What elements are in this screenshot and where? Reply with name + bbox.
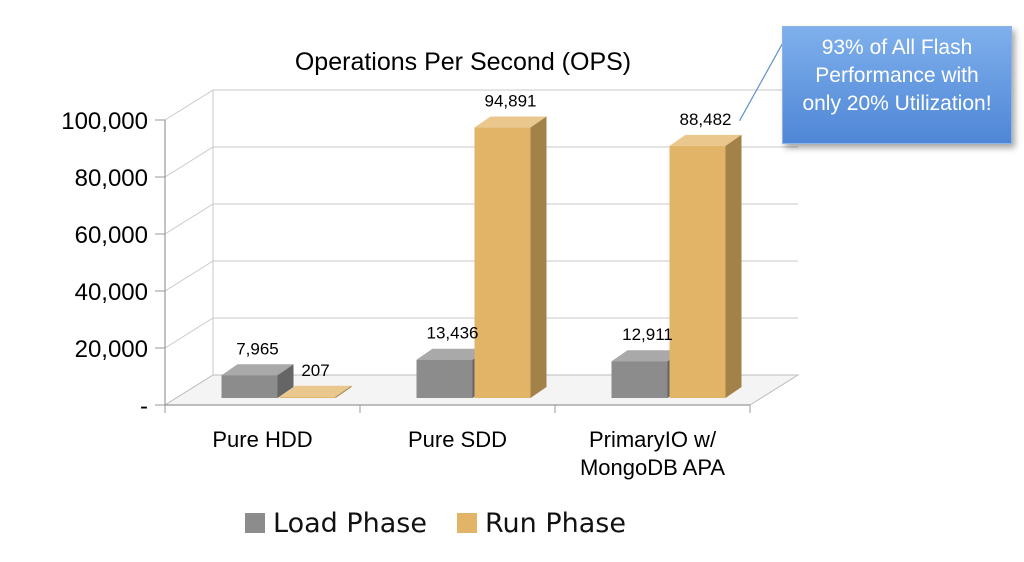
bar-front [474,127,531,398]
gridline-side [164,260,214,292]
y-tick-label: - [140,393,148,420]
bar-top [474,116,547,128]
annotation-callout: 93% of All Flash Performance with only 2… [782,26,1012,144]
y-tick-label: 40,000 [75,279,148,306]
bar-front [221,375,278,398]
bar-top [279,385,352,397]
y-tick-label: 60,000 [75,222,148,249]
y-tick-label: 100,000 [61,108,148,135]
callout-pointer [738,29,791,122]
x-tick-label: MongoDB APA [580,455,725,480]
legend-label-run: Run Phase [484,507,626,539]
bar-front [279,396,336,398]
data-label: 12,911 [622,325,673,344]
x-tick-label: Pure SDD [408,427,507,452]
axes: - 20,000 40,000 60,000 80,000 100,000 Pure HDD… [61,108,751,480]
data-labels: 7,965 207 13,436 94,891 12,911 88,482 [236,92,731,380]
legend-label-load: Load Phase [273,507,427,539]
x-tick-label: Pure HDD [212,427,312,452]
data-label: 88,482 [680,110,732,129]
data-label: 13,436 [427,324,479,343]
bar-side [335,385,352,398]
legend-swatch-run [456,513,477,533]
bar-side [530,116,547,398]
bars [221,116,742,398]
data-label: 94,891 [485,92,537,111]
bar-side [277,364,294,398]
legend: Load Phase Run Phase [245,505,656,541]
bar-top [669,134,742,146]
data-label: 207 [301,361,329,380]
bar-front [669,145,726,398]
bar-front [416,359,473,398]
gridline-side [164,317,214,349]
annotation-line-1: 93% of All Flash [821,36,973,59]
bar-top [221,364,294,376]
y-tick-label: 80,000 [75,165,148,192]
bar-front [611,361,668,398]
legend-swatch-load [245,513,265,533]
gridline-side [164,89,214,121]
bar-top [416,348,489,360]
legend-item-run: Run Phase [456,507,626,539]
gridline-side [164,146,214,178]
gridline-side [164,203,214,235]
chart-title: Operations Per Second (OPS) [295,48,631,76]
legend-item-load: Load Phase [245,508,427,539]
bar-side [725,134,742,398]
y-tick-label: 20,000 [75,336,148,363]
data-label: 7,965 [236,339,279,358]
x-tick-label: PrimaryIO w/ [589,427,717,452]
annotation-line-2: Performance with [815,64,979,87]
bar-top [611,350,684,362]
annotation-line-3: only 20% Utilization! [802,92,992,115]
